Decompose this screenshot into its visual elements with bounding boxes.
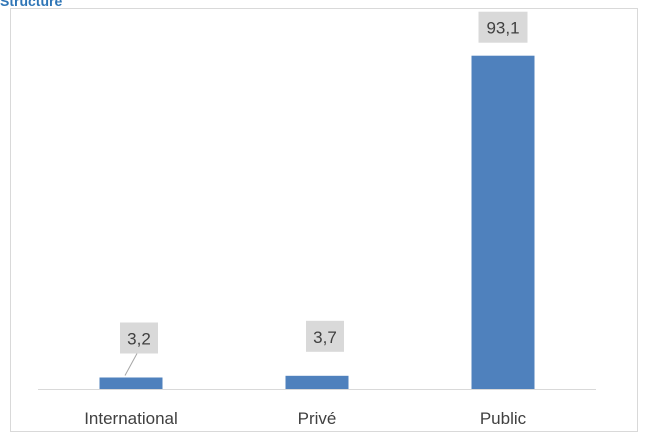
x-tick-label-0: International xyxy=(84,409,178,428)
chart-title: Structure xyxy=(0,0,63,9)
data-label-leader-0 xyxy=(124,353,138,376)
data-label-box-2 xyxy=(478,11,528,43)
bar-0 xyxy=(99,377,163,389)
data-label-2: 93,1 xyxy=(486,19,519,38)
data-label-0: 3,2 xyxy=(127,330,151,349)
bar-2 xyxy=(471,55,535,389)
bar-1 xyxy=(285,375,349,389)
x-tick-label-2: Public xyxy=(480,409,527,428)
data-label-box-1 xyxy=(306,320,344,352)
data-label-1: 3,7 xyxy=(313,328,337,347)
chart-frame xyxy=(10,8,638,432)
x-tick-label-1: Privé xyxy=(298,409,337,428)
data-label-box-0 xyxy=(120,322,158,354)
